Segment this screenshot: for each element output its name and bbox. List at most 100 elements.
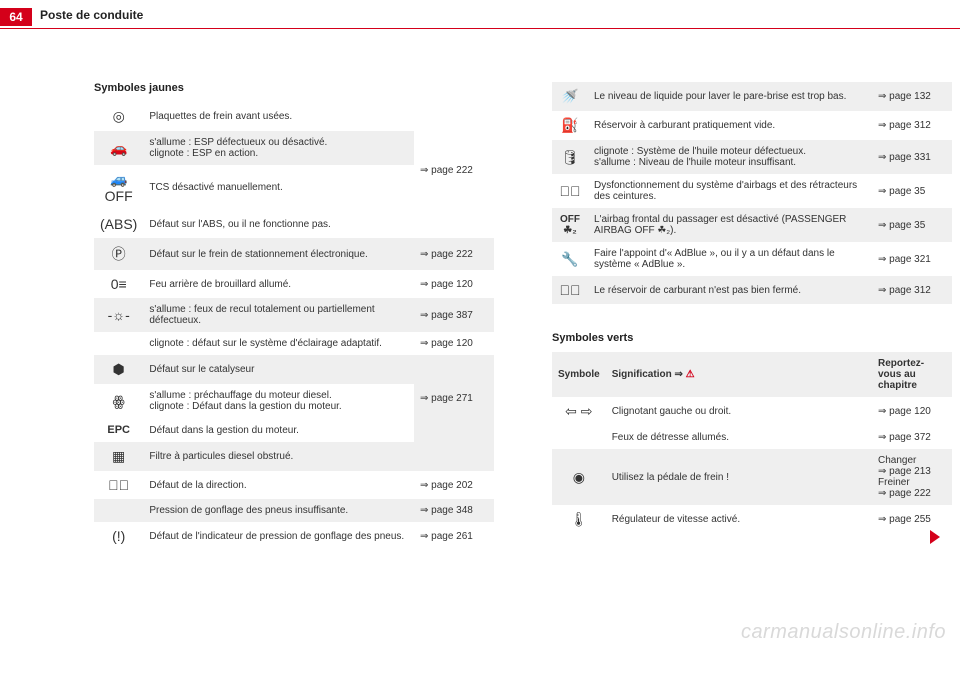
symbol-description: Défaut de la direction. bbox=[143, 471, 414, 499]
table-row: -☼-s'allume : feux de recul totalement o… bbox=[94, 298, 494, 332]
symbol-icon: 🚿 bbox=[552, 82, 588, 111]
symbol-description: Le réservoir de carburant n'est pas bien… bbox=[588, 276, 872, 304]
table-row: ◎Plaquettes de frein avant usées.⇒ page … bbox=[94, 102, 494, 131]
page-ref: ⇒ page 387 bbox=[414, 298, 494, 332]
table-row: (!)Défaut de l'indicateur de pression de… bbox=[94, 522, 494, 550]
symbol-icon: ◎⃒ bbox=[94, 471, 143, 499]
page-ref: ⇒ page 372 bbox=[872, 426, 952, 449]
page-ref: ⇒ page 120 bbox=[872, 397, 952, 426]
symbol-icon: (!) bbox=[94, 522, 143, 550]
yellow-symbols-table-cont: 🚿Le niveau de liquide pour laver le pare… bbox=[552, 82, 952, 304]
page-ref: ⇒ page 120 bbox=[414, 332, 494, 355]
symbol-description: Le niveau de liquide pour laver le pare-… bbox=[588, 82, 872, 111]
green-symbols-table: SymboleSignification ⇒ ⚠Reportez-vous au… bbox=[552, 352, 952, 534]
page-ref: ⇒ page 312 bbox=[872, 276, 952, 304]
symbol-icon bbox=[94, 332, 143, 355]
symbol-description: Défaut sur le frein de stationnement éle… bbox=[143, 238, 414, 270]
section-heading-green: Symboles verts bbox=[552, 332, 952, 344]
page-ref bbox=[414, 442, 494, 471]
symbol-description: clignote : Système de l'huile moteur déf… bbox=[588, 140, 872, 174]
symbol-icon: ⚠⃝ bbox=[552, 174, 588, 208]
table-row: clignote : défaut sur le système d'éclai… bbox=[94, 332, 494, 355]
page-number: 64 bbox=[0, 8, 32, 26]
symbol-description: Pression de gonflage des pneus insuffisa… bbox=[143, 499, 414, 522]
right-column: 🚿Le niveau de liquide pour laver le pare… bbox=[552, 82, 952, 534]
symbol-icon: ⛽ bbox=[552, 111, 588, 140]
symbol-description: Dysfonctionnement du système d'airbags e… bbox=[588, 174, 872, 208]
symbol-icon: 🚙 OFF bbox=[94, 165, 143, 210]
symbol-icon: Ⓟ bbox=[94, 238, 143, 270]
left-column: Symboles jaunes ◎Plaquettes de frein ava… bbox=[94, 82, 494, 550]
symbol-icon: (ABS) bbox=[94, 210, 143, 238]
symbol-description: Filtre à particules diesel obstrué. bbox=[143, 442, 414, 471]
table-row: OFF ☘₂L'airbag frontal du passager est d… bbox=[552, 208, 952, 242]
page-ref: ⇒ page 35 bbox=[872, 174, 952, 208]
continue-arrow-icon bbox=[930, 530, 940, 544]
watermark: carmanualsonline.info bbox=[741, 621, 946, 644]
symbol-description: Feux de détresse allumés. bbox=[606, 426, 872, 449]
chapter-title: Poste de conduite bbox=[40, 8, 143, 22]
symbol-description: Feu arrière de brouillard allumé. bbox=[143, 270, 414, 298]
table-row: ▦Filtre à particules diesel obstrué. bbox=[94, 442, 494, 471]
symbol-icon: OFF ☘₂ bbox=[552, 208, 588, 242]
symbol-description: Clignotant gauche ou droit. bbox=[606, 397, 872, 426]
page-ref: ⇒ page 222 bbox=[414, 238, 494, 270]
page-ref: ⇒ page 261 bbox=[414, 522, 494, 550]
col-header-chapter: Reportez-vous au chapitre bbox=[872, 352, 952, 397]
symbol-description: Défaut de l'indicateur de pression de go… bbox=[143, 522, 414, 550]
page-ref: ⇒ page 331 bbox=[872, 140, 952, 174]
symbol-description: Plaquettes de frein avant usées. bbox=[143, 102, 414, 131]
page-ref: Changer ⇒ page 213 Freiner ⇒ page 222 bbox=[872, 449, 952, 505]
symbol-description: Défaut sur le catalyseur bbox=[143, 355, 414, 384]
table-row: 🚿Le niveau de liquide pour laver le pare… bbox=[552, 82, 952, 111]
symbol-description: TCS désactivé manuellement. bbox=[143, 165, 414, 210]
table-row: 🔧Faire l'appoint d'« AdBlue », ou il y a… bbox=[552, 242, 952, 276]
symbol-description: s'allume : feux de recul totalement ou p… bbox=[143, 298, 414, 332]
table-row: 🚗⃠Le réservoir de carburant n'est pas bi… bbox=[552, 276, 952, 304]
col-header-symbol: Symbole bbox=[552, 352, 606, 397]
symbol-icon: ⬢ bbox=[94, 355, 143, 384]
table-row: ⓅDéfaut sur le frein de stationnement él… bbox=[94, 238, 494, 270]
symbol-description: L'airbag frontal du passager est désacti… bbox=[588, 208, 872, 242]
header-rule bbox=[0, 28, 960, 29]
symbol-icon bbox=[94, 499, 143, 522]
symbol-description: Faire l'appoint d'« AdBlue », ou il y a … bbox=[588, 242, 872, 276]
page-ref: ⇒ page 255 bbox=[872, 505, 952, 534]
table-header-row: SymboleSignification ⇒ ⚠Reportez-vous au… bbox=[552, 352, 952, 397]
page-ref: ⇒ page 321 bbox=[872, 242, 952, 276]
table-row: 🌡Régulateur de vitesse activé.⇒ page 255 bbox=[552, 505, 952, 534]
symbol-description: clignote : défaut sur le système d'éclai… bbox=[143, 332, 414, 355]
page-ref: ⇒ page 132 bbox=[872, 82, 952, 111]
symbol-description: s'allume : préchauffage du moteur diesel… bbox=[143, 384, 414, 418]
table-row: ◉Utilisez la pédale de frein !Changer ⇒ … bbox=[552, 449, 952, 505]
table-row: ⇦ ⇨Clignotant gauche ou droit.⇒ page 120 bbox=[552, 397, 952, 426]
table-row: 🛢clignote : Système de l'huile moteur dé… bbox=[552, 140, 952, 174]
table-row: ⛽Réservoir à carburant pratiquement vide… bbox=[552, 111, 952, 140]
symbol-description: Réservoir à carburant pratiquement vide. bbox=[588, 111, 872, 140]
symbol-icon bbox=[552, 426, 606, 449]
col-header-meaning: Signification ⇒ ⚠ bbox=[606, 352, 872, 397]
table-row: ⚠⃝Dysfonctionnement du système d'airbags… bbox=[552, 174, 952, 208]
page-ref: ⇒ page 120 bbox=[414, 270, 494, 298]
table-row: ◎⃒Défaut de la direction.⇒ page 202 bbox=[94, 471, 494, 499]
symbol-description: Utilisez la pédale de frein ! bbox=[606, 449, 872, 505]
symbol-icon: ꙮ bbox=[94, 384, 143, 418]
symbol-icon: 🔧 bbox=[552, 242, 588, 276]
symbol-icon: 🚗⃠ bbox=[552, 276, 588, 304]
page-ref: ⇒ page 202 bbox=[414, 471, 494, 499]
page-ref: ⇒ page 271 bbox=[414, 355, 494, 442]
symbol-icon: 🚗 bbox=[94, 131, 143, 165]
page-ref: ⇒ page 348 bbox=[414, 499, 494, 522]
symbol-icon: 0≡ bbox=[94, 270, 143, 298]
symbol-description: Défaut sur l'ABS, ou il ne fonctionne pa… bbox=[143, 210, 414, 238]
table-row: ⬢Défaut sur le catalyseur⇒ page 271 bbox=[94, 355, 494, 384]
symbol-icon: ◎ bbox=[94, 102, 143, 131]
symbol-description: Défaut dans la gestion du moteur. bbox=[143, 418, 414, 442]
table-row: Pression de gonflage des pneus insuffisa… bbox=[94, 499, 494, 522]
symbol-icon: EPC bbox=[94, 418, 143, 442]
table-row: Feux de détresse allumés.⇒ page 372 bbox=[552, 426, 952, 449]
symbol-icon: ⇦ ⇨ bbox=[552, 397, 606, 426]
symbol-description: s'allume : ESP défectueux ou désactivé. … bbox=[143, 131, 414, 165]
page-ref: ⇒ page 312 bbox=[872, 111, 952, 140]
symbol-icon: 🛢 bbox=[552, 140, 588, 174]
